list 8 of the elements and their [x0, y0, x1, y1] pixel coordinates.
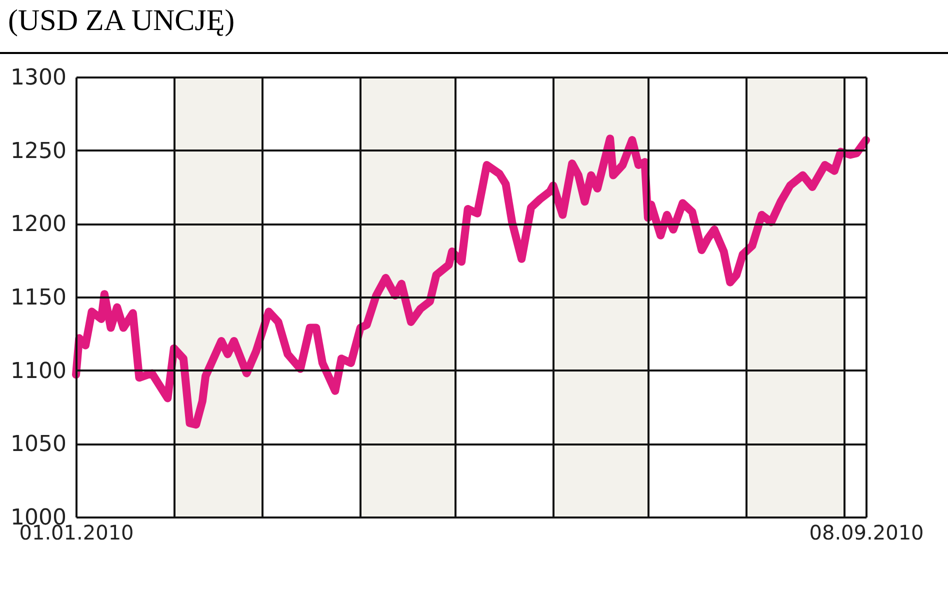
y-tick-label: 1150	[10, 286, 66, 310]
y-tick-label: 1050	[10, 432, 66, 458]
y-tick-label: 1100	[10, 358, 66, 384]
y-tick-label: 1300	[10, 66, 66, 90]
y-tick-label: 1200	[10, 212, 66, 238]
x-tick-label: 08.09.2010	[809, 520, 924, 544]
y-tick-label: 1250	[10, 138, 66, 164]
chart-title: (USD ZA UNCJĘ)	[7, 3, 236, 39]
